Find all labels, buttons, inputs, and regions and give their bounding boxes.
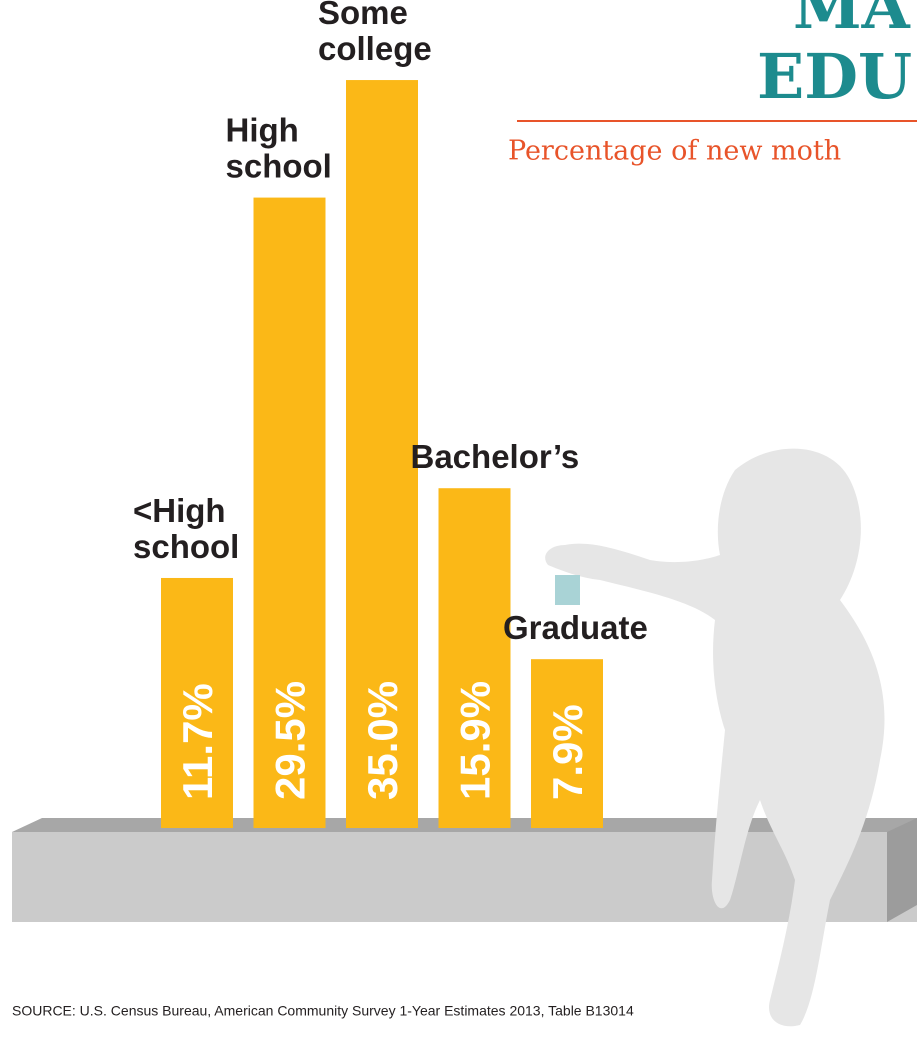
category-label: <High school (133, 492, 239, 565)
bar (253, 197, 326, 828)
category-label: Graduate (503, 609, 648, 646)
value-label: 35.0% (359, 681, 406, 800)
category-label: High school (226, 112, 332, 185)
decoration (12, 120, 917, 1027)
category-label: Some college (318, 0, 432, 67)
bar (161, 577, 233, 828)
bar (346, 80, 418, 829)
bar (531, 659, 603, 828)
bar (438, 488, 511, 828)
subtitle: Percentage of new moth (508, 136, 841, 167)
value-label: 11.7% (174, 683, 221, 800)
source: SOURCE: U.S. Census Bureau, American Com… (12, 1003, 634, 1019)
value-label: 15.9% (452, 681, 499, 800)
title-line: MA (793, 0, 911, 43)
value-label: 7.9% (544, 704, 591, 800)
value-label: 29.5% (267, 681, 314, 800)
title-line: EDU (757, 40, 912, 113)
category-label: Bachelor’s (411, 438, 580, 475)
